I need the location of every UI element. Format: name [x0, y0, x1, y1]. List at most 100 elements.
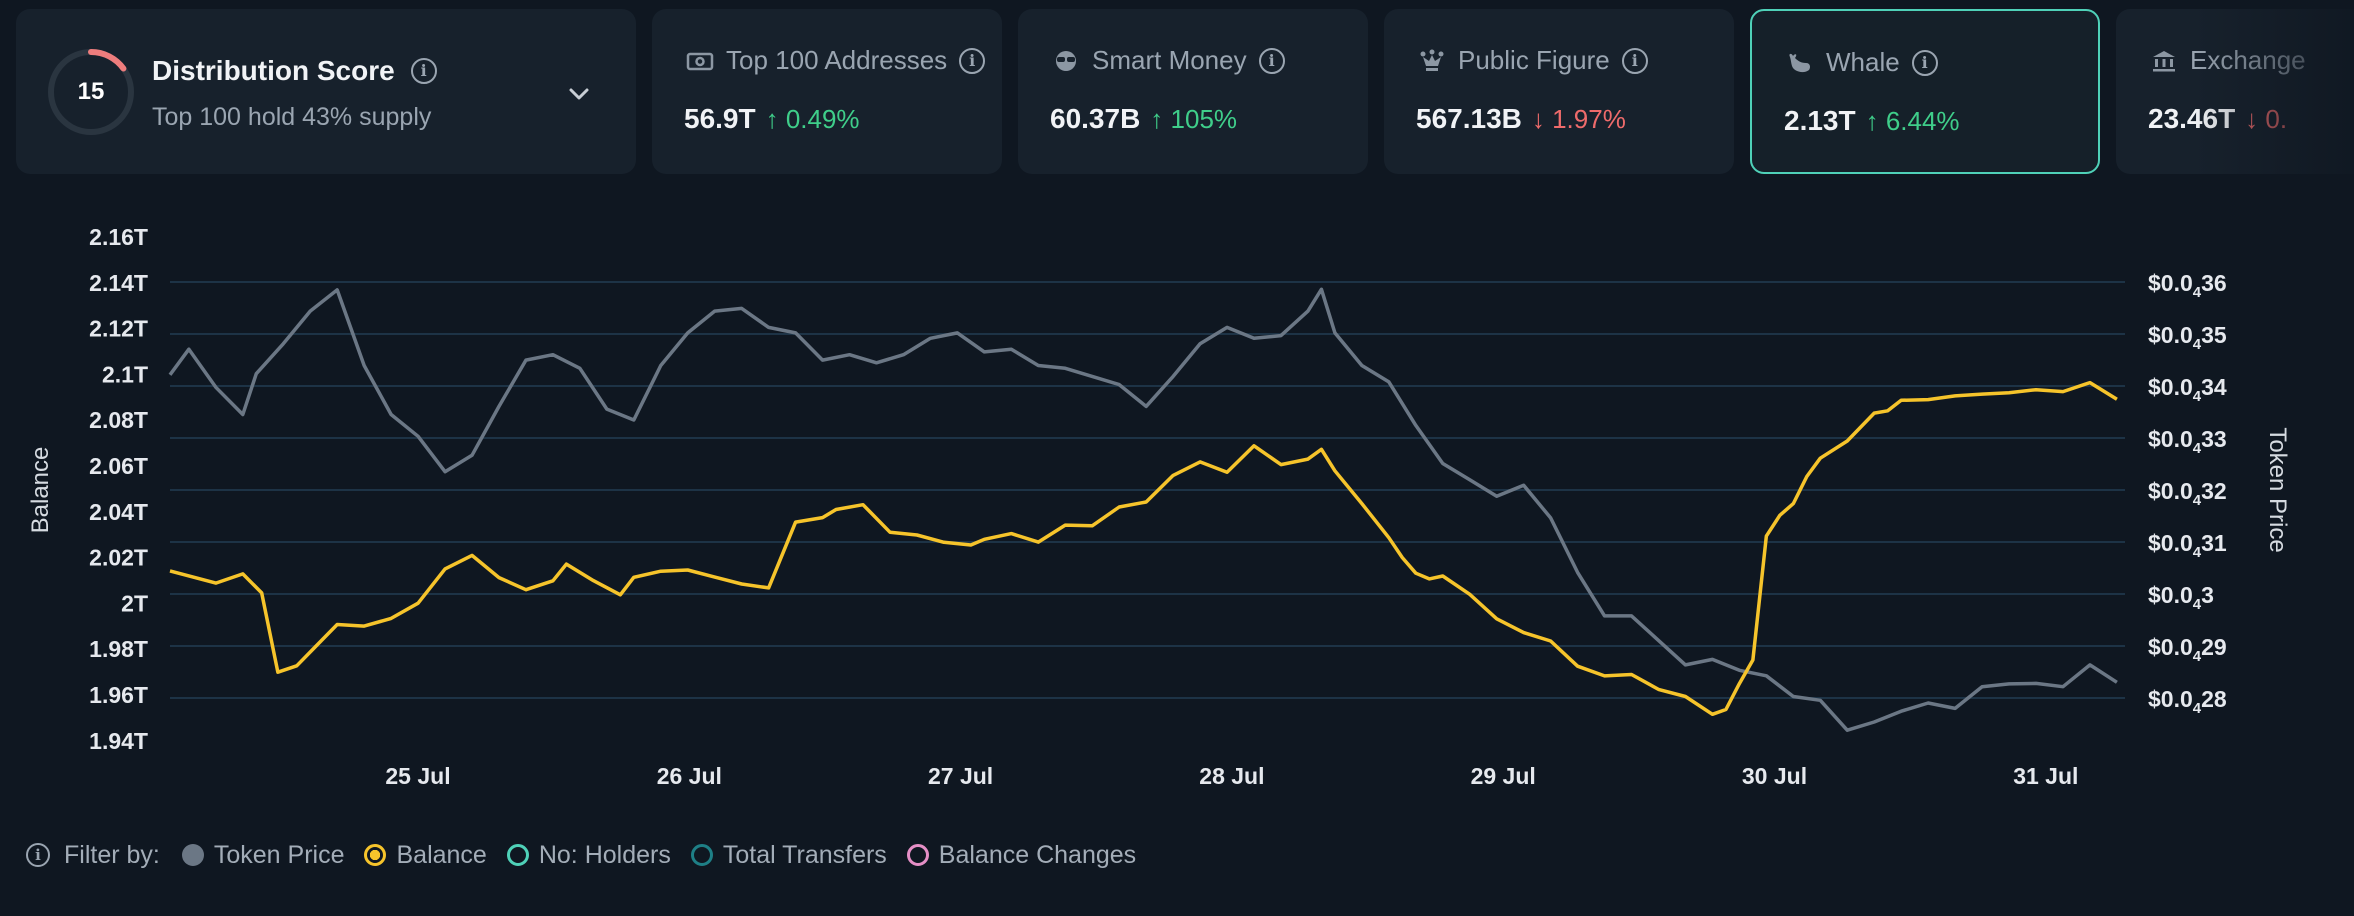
card-whale[interactable]: Whale i 2.13T ↑ 6.44%	[1750, 9, 2100, 174]
filter-no-holders[interactable]: No: Holders	[506, 840, 671, 870]
balance-price-chart[interactable]: 2.16T 2.14T 2.12T 2.1T 2.08T 2.06T 2.04T 2.02T 2…	[0, 200, 2354, 800]
y2-tick-label: $0.0434	[2148, 374, 2227, 405]
card-label-text: Whale	[1826, 47, 1900, 77]
y2-tick-label: $0.043	[2148, 582, 2214, 613]
info-icon[interactable]: i	[410, 58, 437, 84]
y2-tick-label: $0.0435	[2148, 322, 2227, 353]
card-label-text: Top 100 Addresses	[726, 45, 948, 75]
chart-series	[168, 287, 2118, 732]
legend-dot-icon	[506, 844, 529, 866]
filter-item-label: No: Holders	[538, 840, 671, 869]
info-icon[interactable]: i	[26, 843, 50, 867]
info-icon[interactable]: i	[1911, 49, 1938, 76]
card-value: 2.13T	[1784, 105, 1856, 136]
card-value: 567.13B	[1416, 103, 1522, 134]
filter-token-price[interactable]: Token Price	[181, 840, 345, 870]
x-tick-label: 26 Jul	[657, 763, 722, 789]
whale-icon	[1789, 53, 1810, 72]
y-tick-label: 2.04T	[89, 499, 148, 525]
card-label-text: Public Figure	[1458, 45, 1610, 75]
distribution-subtitle: Top 100 hold 43% supply	[152, 103, 432, 131]
chevron-down-icon[interactable]	[564, 79, 594, 109]
filter-item-label: Balance	[396, 840, 487, 869]
y2-tick-label: $0.0429	[2148, 634, 2227, 665]
card-value-row: 60.37B ↑ 105%	[1050, 103, 1237, 135]
distribution-title: Distribution Score i	[152, 55, 437, 87]
card-value: 56.9T	[684, 103, 756, 134]
card-change: ↑ 105%	[1150, 104, 1238, 134]
y-tick-label: 2.08T	[89, 407, 148, 433]
y-tick-label: 2.1T	[102, 361, 148, 387]
y-tick-label: 2.16T	[89, 224, 148, 250]
y2-tick-label: $0.0432	[2148, 478, 2227, 509]
card-label-text: Smart Money	[1092, 45, 1247, 75]
card-label: Whale i	[1786, 47, 1938, 78]
y-tick-label: 2T	[121, 590, 148, 616]
metric-cards: 15 Distribution Score i Top 100 hold 43%…	[16, 9, 2354, 174]
info-icon[interactable]: i	[959, 47, 986, 74]
card-exchange[interactable]: Exchange 23.46T ↓ 0.	[2116, 9, 2354, 174]
y-tick-label: 2.12T	[89, 316, 148, 342]
money-icon	[686, 52, 714, 70]
y-tick-label: 1.96T	[89, 682, 148, 708]
y-tick-label: 2.14T	[89, 270, 148, 296]
filter-items: Token Price Balance No: Holders Total Trans…	[181, 840, 1142, 870]
filter-balance-changes[interactable]: Balance Changes	[906, 840, 1137, 870]
distribution-title-text: Distribution Score	[152, 55, 395, 86]
score-ring	[48, 49, 134, 135]
y-tick-label: 2.02T	[89, 545, 148, 571]
y-axis-label: Balance	[27, 447, 54, 534]
card-value-row: 23.46T ↓ 0.	[2148, 103, 2287, 135]
card-value-row: 56.9T ↑ 0.49%	[684, 103, 860, 135]
filter-item-label: Token Price	[213, 840, 345, 869]
token-price-line	[168, 287, 2118, 732]
card-smart-money[interactable]: Smart Money i 60.37B ↑ 105%	[1018, 9, 1368, 174]
x-tick-label: 25 Jul	[385, 763, 450, 789]
card-value-row: 567.13B ↓ 1.97%	[1416, 103, 1626, 135]
bank-icon	[2153, 50, 2175, 71]
y2-tick-label: $0.0433	[2148, 426, 2227, 457]
chart-grid	[170, 281, 2125, 699]
card-label: Smart Money i	[1052, 45, 1285, 76]
y-axis-left: 2.16T 2.14T 2.12T 2.1T 2.08T 2.06T 2.04T 2.02T 2…	[89, 224, 148, 754]
card-top-100-addresses[interactable]: Top 100 Addresses i 56.9T ↑ 0.49%	[652, 9, 1002, 174]
card-label: Public Figure i	[1418, 45, 1648, 76]
x-axis: 25 Jul 26 Jul 27 Jul 28 Jul 29 Jul 30 Jul 31 J…	[385, 763, 2078, 789]
legend-dot-icon	[690, 844, 713, 866]
crown-icon	[1420, 49, 1444, 71]
card-label: Top 100 Addresses i	[686, 45, 986, 76]
y2-axis-label: Token Price	[2264, 427, 2291, 552]
x-tick-label: 30 Jul	[1742, 763, 1807, 789]
card-label-text: Exchange	[2190, 45, 2306, 75]
score-value: 15	[77, 78, 105, 105]
y2-tick-label: $0.0431	[2148, 530, 2227, 561]
legend-dot-icon	[906, 844, 929, 866]
card-public-figure[interactable]: Public Figure i 567.13B ↓ 1.97%	[1384, 9, 1734, 174]
legend-dot-icon	[364, 844, 387, 866]
filter-total-transfers[interactable]: Total Transfers	[690, 840, 887, 870]
y-tick-label: 2.06T	[89, 453, 148, 479]
y-tick-label: 1.98T	[89, 636, 148, 662]
filter-item-label: Total Transfers	[722, 840, 887, 869]
y-axis-right: $0.0436 $0.0435 $0.0434 $0.0433 $0.0432 $0.04…	[2148, 270, 2227, 717]
card-value: 23.46T	[2148, 103, 2236, 134]
x-tick-label: 28 Jul	[1199, 763, 1264, 789]
filter-item-label: Balance Changes	[938, 840, 1137, 869]
card-value: 60.37B	[1050, 103, 1141, 134]
y2-tick-label: $0.0436	[2148, 270, 2227, 301]
y2-tick-label: $0.0428	[2148, 686, 2227, 717]
balance-line	[169, 380, 2118, 717]
distribution-score-card[interactable]: 15 Distribution Score i Top 100 hold 43%…	[16, 9, 636, 174]
card-change: ↓ 0.	[2245, 104, 2288, 134]
filter-label: Filter by:	[64, 840, 160, 869]
info-icon[interactable]: i	[1258, 47, 1285, 74]
x-tick-label: 31 Jul	[2013, 763, 2078, 789]
card-label: Exchange	[2150, 45, 2306, 76]
info-icon[interactable]: i	[1621, 47, 1648, 74]
card-change: ↑ 0.49%	[765, 104, 860, 134]
sunglasses-icon	[1056, 50, 1076, 71]
card-change: ↓ 1.97%	[1531, 104, 1626, 134]
card-change: ↑ 6.44%	[1865, 106, 1960, 136]
x-tick-label: 29 Jul	[1471, 763, 1536, 789]
filter-balance[interactable]: Balance	[364, 840, 487, 870]
